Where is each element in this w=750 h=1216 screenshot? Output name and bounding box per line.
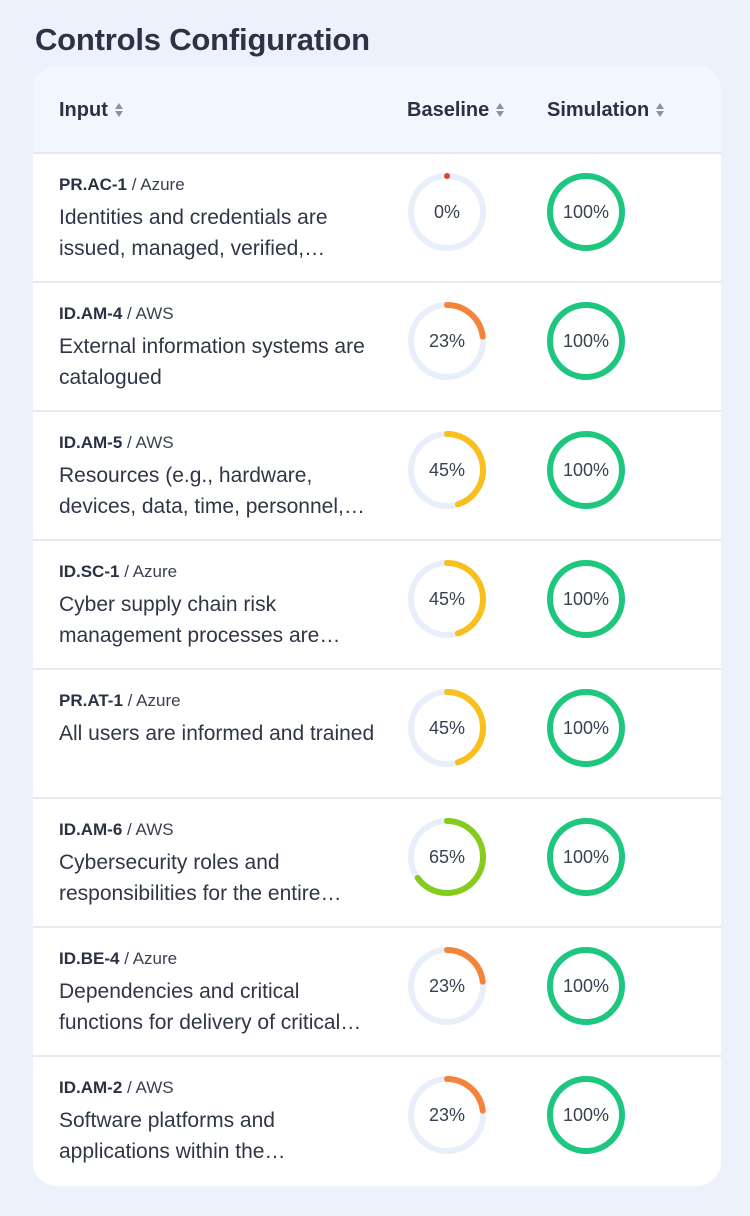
cloud-provider: Azure bbox=[132, 949, 178, 968]
simulation-gauge: 100% bbox=[545, 429, 627, 511]
baseline-gauge: 23% bbox=[406, 945, 488, 1027]
cloud-provider: Azure bbox=[132, 562, 178, 581]
simulation-gauge: 100% bbox=[545, 171, 627, 253]
control-code: ID.AM-6 bbox=[59, 820, 123, 839]
control-code: ID.BE-4 bbox=[59, 949, 120, 968]
input-cell: PR.AT-1 / Azure All users are informed a… bbox=[59, 690, 379, 749]
input-cell: ID.BE-4 / Azure Dependencies and critica… bbox=[59, 948, 379, 1038]
control-code: PR.AC-1 bbox=[59, 175, 128, 194]
cloud-provider: Azure bbox=[140, 175, 185, 194]
baseline-gauge: 45% bbox=[406, 558, 488, 640]
sort-icon[interactable] bbox=[114, 103, 123, 117]
table-row[interactable]: PR.AT-1 / Azure All users are informed a… bbox=[33, 670, 721, 799]
table-header: Input Baseline Simulation bbox=[33, 66, 721, 154]
cloud-provider: AWS bbox=[135, 820, 174, 839]
table-row[interactable]: ID.AM-2 / AWS Software platforms and app… bbox=[33, 1057, 721, 1186]
input-cell: ID.AM-6 / AWS Cybersecurity roles and re… bbox=[59, 819, 379, 909]
control-id-line: ID.AM-6 / AWS bbox=[59, 820, 174, 839]
table-row[interactable]: ID.BE-4 / Azure Dependencies and critica… bbox=[33, 928, 721, 1057]
input-cell: PR.AC-1 / Azure Identities and credentia… bbox=[59, 174, 379, 264]
baseline-gauge: 0% bbox=[406, 171, 488, 253]
control-code: PR.AT-1 bbox=[59, 691, 123, 710]
simulation-gauge: 100% bbox=[545, 1074, 627, 1156]
control-id-line: ID.AM-4 / AWS bbox=[59, 304, 174, 323]
cloud-provider: Azure bbox=[136, 691, 181, 710]
cloud-provider: AWS bbox=[135, 433, 174, 452]
simulation-gauge: 100% bbox=[545, 558, 627, 640]
table-row[interactable]: ID.SC-1 / Azure Cyber supply chain risk … bbox=[33, 541, 721, 670]
sort-icon[interactable] bbox=[656, 103, 665, 117]
column-header-input[interactable]: Input bbox=[59, 66, 123, 154]
column-header-simulation[interactable]: Simulation bbox=[547, 66, 665, 154]
simulation-gauge: 100% bbox=[545, 300, 627, 382]
simulation-gauge: 100% bbox=[545, 945, 627, 1027]
simulation-gauge: 100% bbox=[545, 816, 627, 898]
table-row[interactable]: ID.AM-5 / AWS Resources (e.g., hardware,… bbox=[33, 412, 721, 541]
simulation-gauge: 100% bbox=[545, 687, 627, 769]
control-description: Software platforms and applications with… bbox=[59, 1109, 275, 1163]
control-description: All users are informed and trained bbox=[59, 722, 375, 745]
input-cell: ID.AM-4 / AWS External information syste… bbox=[59, 303, 379, 393]
column-header-simulation-label: Simulation bbox=[547, 98, 650, 121]
simulation-value: 100% bbox=[562, 846, 610, 867]
control-id-line: ID.SC-1 / Azure bbox=[59, 562, 178, 581]
control-description: Resources (e.g., hardware, devices, data… bbox=[59, 464, 344, 518]
simulation-value: 100% bbox=[562, 975, 610, 996]
column-header-baseline[interactable]: Baseline bbox=[407, 66, 505, 154]
simulation-value: 100% bbox=[562, 459, 610, 480]
baseline-value: 23% bbox=[428, 330, 466, 351]
simulation-value: 100% bbox=[562, 588, 610, 609]
control-description: Cyber supply chain risk management proce… bbox=[59, 593, 320, 647]
cloud-provider: AWS bbox=[135, 304, 174, 323]
control-description: Identities and credentials are issued, m… bbox=[59, 206, 328, 260]
table-row[interactable]: ID.AM-6 / AWS Cybersecurity roles and re… bbox=[33, 799, 721, 928]
simulation-value: 100% bbox=[562, 717, 610, 738]
baseline-gauge: 45% bbox=[406, 429, 488, 511]
input-cell: ID.AM-5 / AWS Resources (e.g., hardware,… bbox=[59, 432, 379, 522]
input-cell: ID.AM-2 / AWS Software platforms and app… bbox=[59, 1077, 379, 1167]
baseline-value: 45% bbox=[428, 588, 466, 609]
baseline-gauge: 65% bbox=[406, 816, 488, 898]
control-description: External information systems are catalog… bbox=[59, 335, 365, 389]
column-header-baseline-label: Baseline bbox=[407, 98, 490, 121]
control-id-line: PR.AC-1 / Azure bbox=[59, 175, 185, 194]
simulation-value: 100% bbox=[562, 201, 610, 222]
cloud-provider: AWS bbox=[135, 1078, 174, 1097]
baseline-value: 45% bbox=[428, 717, 466, 738]
column-header-input-label: Input bbox=[59, 98, 108, 121]
baseline-value: 65% bbox=[428, 846, 466, 867]
table-row[interactable]: PR.AC-1 / Azure Identities and credentia… bbox=[33, 154, 721, 283]
sort-icon[interactable] bbox=[496, 103, 505, 117]
control-id-line: ID.AM-2 / AWS bbox=[59, 1078, 174, 1097]
table-body: PR.AC-1 / Azure Identities and credentia… bbox=[33, 154, 721, 1186]
control-code: ID.AM-4 bbox=[59, 304, 123, 323]
baseline-gauge: 23% bbox=[406, 1074, 488, 1156]
input-cell: ID.SC-1 / Azure Cyber supply chain risk … bbox=[59, 561, 379, 651]
simulation-value: 100% bbox=[562, 1104, 610, 1125]
control-id-line: PR.AT-1 / Azure bbox=[59, 691, 181, 710]
baseline-value: 23% bbox=[428, 975, 466, 996]
simulation-value: 100% bbox=[562, 330, 610, 351]
control-description: Dependencies and critical functions for … bbox=[59, 980, 341, 1034]
table-row[interactable]: ID.AM-4 / AWS External information syste… bbox=[33, 283, 721, 412]
control-description: Cybersecurity roles and responsibilities… bbox=[59, 851, 321, 905]
control-code: ID.SC-1 bbox=[59, 562, 120, 581]
controls-table: Input Baseline Simulation PR.AC-1 / Azur… bbox=[33, 66, 721, 1186]
baseline-value: 0% bbox=[433, 201, 460, 222]
control-id-line: ID.BE-4 / Azure bbox=[59, 949, 178, 968]
control-id-line: ID.AM-5 / AWS bbox=[59, 433, 174, 452]
control-code: ID.AM-5 bbox=[59, 433, 123, 452]
baseline-value: 45% bbox=[428, 459, 466, 480]
baseline-gauge: 23% bbox=[406, 300, 488, 382]
baseline-value: 23% bbox=[428, 1104, 466, 1125]
baseline-gauge: 45% bbox=[406, 687, 488, 769]
page-title: Controls Configuration bbox=[35, 22, 370, 57]
control-code: ID.AM-2 bbox=[59, 1078, 123, 1097]
